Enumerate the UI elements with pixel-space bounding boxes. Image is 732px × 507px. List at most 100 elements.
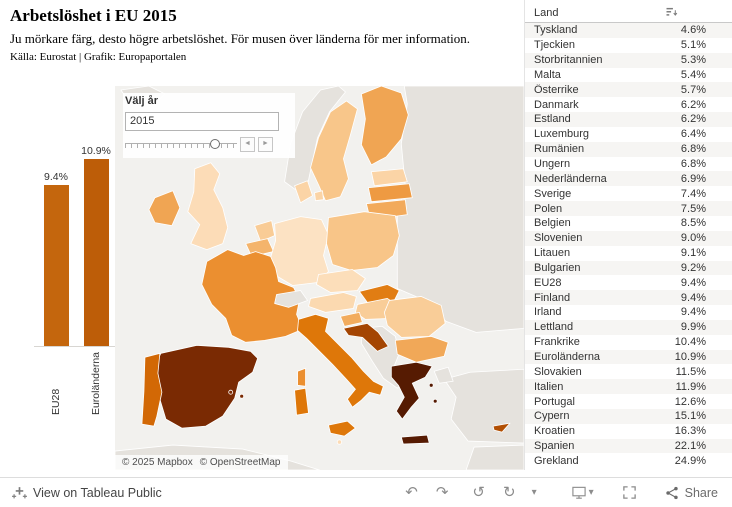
reset-icon[interactable]: ↺: [472, 484, 485, 501]
more-caret-icon[interactable]: ▾: [531, 486, 537, 498]
table-row[interactable]: Spanien 22.1%: [525, 438, 732, 454]
map-country-bulgarien[interactable]: [394, 335, 449, 363]
map-country-grekland[interactable]: [390, 361, 433, 420]
osm-attribution-link[interactable]: © OpenStreetMap: [199, 457, 281, 468]
map-country-spanien[interactable]: [239, 393, 245, 399]
table-row[interactable]: Irland 9.4%: [525, 305, 732, 320]
country-value: 12.6%: [674, 395, 706, 408]
table-row[interactable]: Sverige 7.4%: [525, 186, 732, 201]
map-country-sverige[interactable]: [310, 100, 358, 202]
undo-icon[interactable]: ↶: [405, 484, 418, 501]
table-row[interactable]: Litauen 9.1%: [525, 246, 732, 261]
table-row[interactable]: Cypern 15.1%: [525, 408, 732, 424]
table-row[interactable]: Belgien 8.5%: [525, 216, 732, 231]
year-filter-input[interactable]: [125, 111, 279, 131]
table-row[interactable]: Österrike 5.7%: [525, 82, 732, 98]
table-row[interactable]: Finland 9.4%: [525, 290, 732, 306]
map-country-frankrike[interactable]: [201, 249, 300, 343]
map-country-kroatien[interactable]: [343, 322, 389, 352]
refresh-icon[interactable]: ↻: [503, 484, 516, 501]
table-row[interactable]: Estland 6.2%: [525, 112, 732, 127]
table-row[interactable]: Malta 5.4%: [525, 68, 732, 83]
map-country-frankrike[interactable]: [297, 367, 306, 387]
map-country-grekland[interactable]: [432, 398, 438, 404]
map-country-grekland[interactable]: [428, 382, 434, 388]
tableau-logo-icon: [12, 486, 27, 498]
download-monitor-icon: [571, 486, 586, 499]
map-country-slovakien[interactable]: [359, 284, 400, 303]
country-value: 9.2%: [680, 261, 706, 274]
map-country-osterrike[interactable]: [308, 292, 357, 313]
country-value: 6.2%: [680, 113, 706, 126]
table-row[interactable]: Kroatien 16.3%: [525, 424, 732, 439]
table-row[interactable]: Slovenien 9.0%: [525, 230, 732, 246]
bar[interactable]: [43, 184, 69, 346]
table-row[interactable]: Nederländerna 6.9%: [525, 171, 732, 187]
map-country-cypern[interactable]: [492, 422, 511, 433]
bar[interactable]: [83, 158, 109, 346]
table-row[interactable]: Tyskland 4.6%: [525, 23, 732, 38]
map-country-lettland[interactable]: [367, 183, 413, 203]
table-row[interactable]: Lettland 9.9%: [525, 319, 732, 335]
country-name: Malta: [534, 68, 561, 81]
year-next-button[interactable]: ►: [258, 136, 273, 152]
mapbox-attribution-link[interactable]: © 2025 Mapbox: [122, 457, 193, 468]
slider-handle[interactable]: [210, 139, 221, 149]
year-prev-button[interactable]: ◄: [240, 136, 255, 152]
download-button[interactable]: ▾: [571, 485, 594, 500]
map-country-estland[interactable]: [370, 168, 408, 187]
table-row[interactable]: Slovakien 11.5%: [525, 364, 732, 379]
table-row[interactable]: Frankrike 10.4%: [525, 335, 732, 350]
sort-icon[interactable]: [666, 7, 678, 18]
map-country-schweiz: [274, 290, 308, 308]
table-row[interactable]: Luxemburg 6.4%: [525, 127, 732, 142]
page-subtitle: Ju mörkare färg, desto högre arbetslöshe…: [10, 31, 471, 46]
map-country-italien[interactable]: [328, 420, 356, 437]
country-value: 10.9%: [674, 350, 706, 363]
country-name: Belgien: [534, 217, 571, 230]
table-row[interactable]: Bulgarien 9.2%: [525, 260, 732, 276]
map-country-portugal[interactable]: [141, 352, 163, 427]
view-on-tableau-link[interactable]: View on Tableau Public: [12, 486, 162, 500]
share-button[interactable]: Share: [665, 486, 718, 500]
table-row[interactable]: Tjeckien 5.1%: [525, 38, 732, 53]
share-label: Share: [684, 485, 718, 500]
country-name: Kroatien: [534, 425, 575, 438]
country-value: 6.9%: [680, 172, 706, 185]
map-country-polen[interactable]: [326, 211, 400, 271]
map-country-danmark[interactable]: [314, 190, 324, 202]
year-slider-track[interactable]: [125, 138, 237, 150]
map-country-italien[interactable]: [297, 314, 384, 408]
map-country-tjeckien[interactable]: [316, 269, 366, 293]
table-row[interactable]: Polen 7.5%: [525, 201, 732, 216]
table-row[interactable]: Euroländerna 10.9%: [525, 349, 732, 365]
fullscreen-icon[interactable]: [622, 485, 637, 500]
table-row[interactable]: Rumänien 6.8%: [525, 141, 732, 157]
map-country-danmark[interactable]: [294, 180, 313, 204]
table-row[interactable]: Storbritannien 5.3%: [525, 52, 732, 68]
table-row[interactable]: EU28 9.4%: [525, 275, 732, 290]
map-country-spanien[interactable]: [228, 389, 234, 395]
redo-icon[interactable]: ↷: [435, 484, 449, 501]
map-country-italien[interactable]: [294, 387, 309, 416]
country-name: Bulgarien: [534, 261, 581, 274]
table-row[interactable]: Danmark 6.2%: [525, 97, 732, 112]
table-header: Land: [525, 0, 732, 23]
map-country-nederlanderna[interactable]: [254, 220, 276, 242]
map-country-finland[interactable]: [360, 86, 409, 166]
map-country-slovenien[interactable]: [340, 312, 363, 327]
map-country-irland[interactable]: [148, 190, 181, 227]
table-row[interactable]: Ungern 6.8%: [525, 157, 732, 172]
country-name: Cypern: [534, 410, 570, 423]
country-name: Euroländerna: [534, 350, 601, 363]
map-country-grekland[interactable]: [400, 434, 430, 445]
tableau-footer-toolbar: View on Tableau Public ↶ ↷ ↺ ↻ ▾ ▾: [0, 477, 732, 507]
map-country-storbritannien[interactable]: [187, 162, 229, 250]
map-country-malta[interactable]: [336, 439, 343, 445]
table-row[interactable]: Grekland 24.9%: [525, 453, 732, 468]
slider-line: [125, 143, 237, 144]
table-row[interactable]: Portugal 12.6%: [525, 394, 732, 409]
country-value: 5.7%: [680, 83, 706, 96]
table-row[interactable]: Italien 11.9%: [525, 379, 732, 395]
